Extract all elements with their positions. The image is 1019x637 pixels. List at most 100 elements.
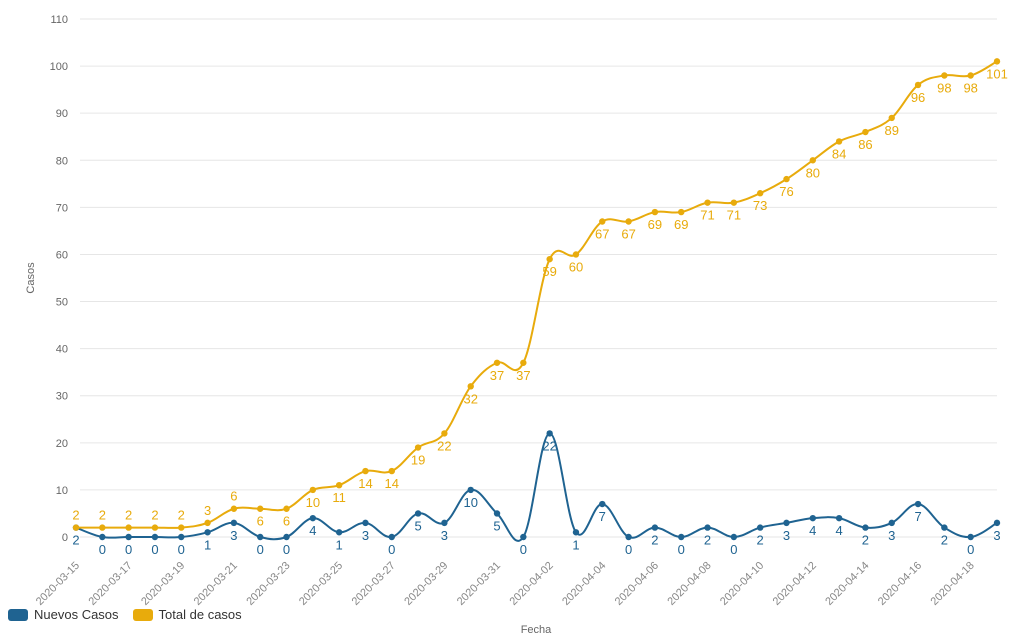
data-label: 4 — [309, 523, 316, 538]
legend-label: Total de casos — [158, 607, 242, 622]
data-point — [125, 533, 132, 541]
x-tick-label: 2020-04-06 — [613, 560, 661, 608]
data-point — [941, 524, 948, 531]
x-tick-label: 2020-04-08 — [665, 560, 713, 608]
data-point — [257, 533, 264, 541]
data-point — [993, 519, 1001, 527]
data-point — [414, 444, 422, 451]
data-label: 59 — [542, 264, 556, 279]
data-label: 22 — [437, 438, 451, 453]
legend-swatch-total — [132, 608, 153, 621]
data-label: 0 — [678, 542, 685, 557]
data-label: 73 — [753, 198, 767, 213]
data-point — [704, 524, 711, 531]
data-point — [335, 529, 343, 536]
data-label: 76 — [779, 184, 793, 199]
data-label: 37 — [516, 368, 530, 383]
data-point — [230, 505, 238, 512]
data-point — [178, 533, 185, 541]
data-point — [678, 533, 685, 541]
y-tick-label: 40 — [56, 344, 68, 356]
data-label: 6 — [230, 489, 237, 504]
data-label: 2 — [125, 508, 132, 523]
data-point — [520, 533, 527, 541]
data-label: 5 — [414, 518, 421, 533]
data-point — [888, 519, 895, 527]
x-tick-label: 2020-03-21 — [192, 560, 240, 608]
data-label: 3 — [888, 528, 895, 543]
data-point — [730, 199, 738, 206]
data-label: 0 — [257, 542, 264, 557]
data-point — [651, 208, 659, 216]
y-tick-label: 60 — [56, 249, 68, 261]
data-label: 6 — [283, 514, 290, 529]
data-label: 67 — [595, 226, 609, 241]
data-label: 2 — [99, 508, 106, 523]
data-point — [783, 175, 790, 183]
data-point — [546, 255, 553, 263]
data-label: 0 — [283, 542, 290, 557]
x-tick-label: 2020-03-31 — [455, 560, 503, 608]
data-label: 3 — [783, 528, 790, 543]
data-label: 10 — [306, 495, 320, 510]
data-label: 5 — [493, 518, 500, 533]
data-point — [204, 519, 211, 527]
data-label: 67 — [621, 226, 635, 241]
data-label: 0 — [730, 542, 737, 557]
y-tick-label: 90 — [56, 108, 68, 120]
x-tick-label: 2020-04-16 — [876, 560, 924, 608]
y-tick-label: 0 — [62, 532, 68, 544]
data-label: 2 — [941, 533, 948, 548]
data-label: 19 — [411, 453, 425, 468]
data-point — [283, 505, 290, 512]
data-label: 0 — [520, 542, 527, 557]
data-point — [362, 467, 369, 475]
data-label: 7 — [599, 509, 606, 524]
y-tick-label: 20 — [56, 438, 68, 450]
data-point — [835, 138, 843, 145]
data-label: 2 — [757, 533, 764, 548]
data-label: 69 — [648, 217, 662, 232]
data-point — [441, 519, 448, 527]
series-line-total-casos — [76, 60, 998, 529]
data-point — [151, 524, 159, 531]
data-point — [862, 524, 869, 531]
y-tick-label: 30 — [56, 391, 68, 403]
data-point — [335, 482, 343, 489]
data-label: 2 — [72, 508, 79, 523]
data-point — [756, 190, 764, 197]
data-point — [257, 505, 264, 512]
legend-item-total-casos[interactable]: Total de casos — [132, 607, 242, 622]
x-axis-title: Fecha — [521, 624, 552, 636]
data-label: 80 — [806, 165, 820, 180]
data-point — [809, 514, 816, 522]
data-label: 14 — [385, 476, 399, 491]
data-point — [756, 524, 764, 531]
data-point — [651, 524, 659, 531]
data-label: 10 — [463, 495, 477, 510]
x-tick-label: 2020-03-27 — [350, 560, 398, 608]
data-point — [730, 533, 738, 541]
data-point — [546, 430, 553, 437]
x-tick-label: 2020-03-15 — [34, 560, 82, 608]
data-label: 0 — [388, 542, 395, 557]
data-point — [230, 519, 238, 527]
data-point — [862, 128, 869, 136]
data-label: 98 — [937, 81, 951, 96]
data-label: 98 — [963, 81, 977, 96]
data-label: 4 — [835, 523, 842, 538]
data-point — [678, 208, 685, 216]
data-point — [941, 72, 948, 79]
data-label: 0 — [178, 542, 185, 557]
data-label: 86 — [858, 137, 872, 152]
legend-label: Nuevos Casos — [34, 607, 119, 622]
legend-item-nuevos-casos[interactable]: Nuevos Casos — [8, 607, 119, 622]
data-point — [283, 533, 290, 541]
data-label: 89 — [885, 123, 899, 138]
data-point — [835, 514, 843, 522]
data-point — [914, 500, 922, 508]
data-label: 96 — [911, 90, 925, 105]
data-point — [388, 467, 395, 475]
data-label: 2 — [72, 533, 79, 548]
